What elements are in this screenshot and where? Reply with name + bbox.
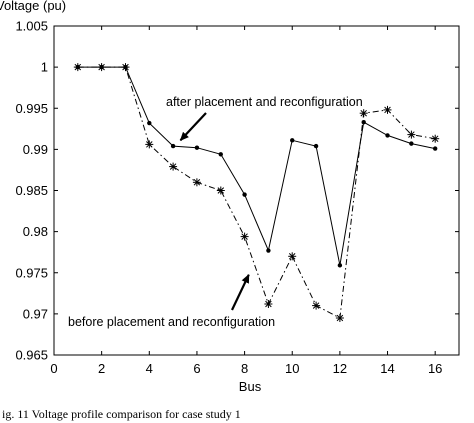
- data-point-star: [145, 140, 154, 149]
- y-tick-label: 0.97: [23, 306, 48, 321]
- plot-frame: [53, 25, 460, 356]
- y-tick-label: 0.965: [15, 348, 48, 363]
- x-tick-label: 8: [241, 361, 248, 376]
- data-point-star: [407, 130, 416, 139]
- x-tick-label: 10: [285, 361, 299, 376]
- data-point-star: [431, 134, 440, 143]
- x-tick-label: 6: [193, 361, 200, 376]
- data-point-star: [121, 63, 130, 72]
- annotation-after-arrow: [179, 112, 207, 142]
- y-tick-label: 1: [41, 60, 48, 75]
- annotation-before-label: before placement and reconfiguration: [68, 315, 275, 329]
- x-tick-label: 4: [146, 361, 153, 376]
- data-point: [147, 120, 152, 126]
- axes: [53, 25, 460, 356]
- data-point: [361, 120, 366, 125]
- x-tick-label: 16: [428, 361, 442, 376]
- data-point-star: [359, 109, 368, 118]
- y-tick-label: 0.985: [15, 183, 48, 198]
- data-point: [409, 141, 414, 146]
- y-tick-label: 0.99: [23, 142, 48, 157]
- y-tick-label: 0.995: [15, 101, 48, 116]
- y-tick-label: 0.975: [15, 265, 48, 280]
- data-point-star: [97, 63, 106, 72]
- data-point: [218, 152, 223, 157]
- x-tick-label: 0: [50, 361, 57, 376]
- data-point: [266, 248, 271, 253]
- data-point: [170, 143, 176, 149]
- series-after-line: [77, 66, 436, 266]
- annotation-after-label: after placement and reconfiguration: [166, 95, 363, 109]
- data-point: [337, 263, 343, 268]
- ticks: 0 2 4 6 8 10 12 14 16 0.965 0.97 0.975 0.98 0.985 0.99…: [15, 19, 459, 376]
- y-tick-label: 1.005: [15, 19, 48, 34]
- data-point: [432, 146, 438, 151]
- data-point: [313, 143, 319, 149]
- series-before-line: [77, 66, 436, 319]
- x-axis-label: Bus: [239, 379, 262, 394]
- data-point: [290, 138, 295, 143]
- data-point-star: [383, 105, 392, 114]
- data-point-star: [216, 186, 225, 195]
- data-point-star: [312, 301, 321, 310]
- y-tick-label: 0.98: [23, 224, 48, 239]
- x-tick-label: 12: [333, 361, 347, 376]
- data-point: [194, 145, 200, 150]
- data-point-star: [192, 178, 201, 187]
- data-point-star: [240, 232, 249, 241]
- data-point: [385, 133, 390, 138]
- data-point-star: [73, 63, 82, 72]
- data-point-star: [264, 300, 273, 308]
- x-tick-label: 2: [98, 361, 105, 376]
- y-axis-label: Voltage (pu): [0, 0, 66, 13]
- data-point-star: [335, 314, 344, 322]
- figure-caption: ig. 11 Voltage profile comparison for ca…: [2, 407, 241, 421]
- annotations: [179, 112, 250, 311]
- data-point-star: [169, 162, 178, 171]
- series: [73, 63, 440, 322]
- annotation-before-arrow: [231, 273, 250, 311]
- x-tick-label: 14: [380, 361, 394, 376]
- data-point-star: [288, 252, 297, 261]
- data-point: [242, 192, 247, 197]
